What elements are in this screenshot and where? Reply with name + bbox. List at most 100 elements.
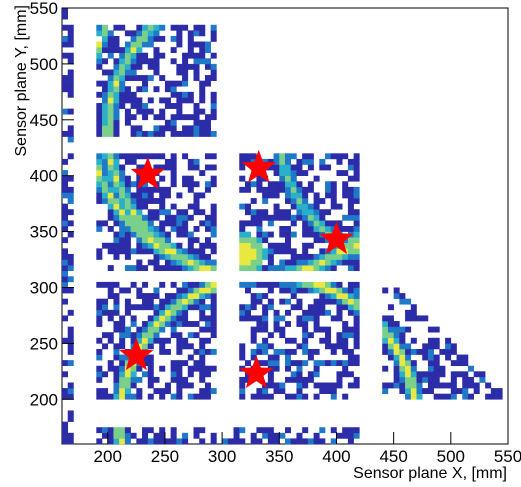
heatmap-cell [124,220,131,227]
heatmap-cell [336,382,343,389]
heatmap-cell [62,360,69,367]
heatmap-cell [405,315,412,322]
heatmap-cell [130,365,137,372]
x-tick-label: 450 [379,447,407,466]
heatmap-cell [382,326,389,333]
heatmap-cell [462,393,469,400]
heatmap-cell [250,337,257,344]
heatmap-cell [307,181,314,188]
heatmap-cell [267,231,274,238]
heatmap-cell [130,158,137,165]
heatmap-cell [273,315,280,322]
heatmap-cell [113,220,120,227]
heatmap-cell [342,332,349,339]
heatmap-cell [164,293,171,299]
heatmap-cell [142,343,149,350]
heatmap-cell [62,80,69,87]
heatmap-cell [153,130,160,137]
heatmap-cell [67,438,74,445]
heatmap-cell [124,158,131,165]
heatmap-cell [256,360,263,367]
heatmap-cell [210,153,217,160]
heatmap-cell [187,371,194,378]
heatmap-cell [147,41,154,48]
heatmap-cell [267,265,274,272]
heatmap-cell [313,192,320,199]
heatmap-cell [290,376,297,383]
heatmap-cell [347,371,354,378]
heatmap-cell [159,226,166,232]
heatmap-cell [336,337,343,344]
heatmap-cell [124,114,131,121]
heatmap-cell [199,343,206,350]
heatmap-cell [119,365,126,372]
heatmap-cell [67,343,74,350]
heatmap-cell [164,97,171,104]
heatmap-cell [182,97,189,104]
heatmap-cell [113,63,120,70]
heatmap-cell [113,35,120,42]
heatmap-cell [210,388,217,394]
heatmap-cell [262,198,269,204]
heatmap-cell [164,103,171,109]
heatmap-cell [353,192,360,199]
heatmap-cell [136,97,143,104]
heatmap-cell [296,198,303,204]
heatmap-cell [159,388,166,394]
heatmap-cell [67,337,74,344]
heatmap-cell [136,209,143,216]
heatmap-cell [250,153,257,160]
heatmap-cell [427,343,434,350]
heatmap-cell [176,192,183,199]
heatmap-cell [467,393,474,400]
heatmap-cell [187,181,194,188]
heatmap-cell [187,125,194,132]
heatmap-cell [399,343,406,350]
heatmap-cell [210,315,217,322]
heatmap-cell [336,293,343,299]
heatmap-cell [62,13,69,20]
heatmap-cell [136,103,143,109]
heatmap-cell [250,438,257,445]
heatmap-cell [136,332,143,339]
heatmap-cell [313,203,320,210]
heatmap-cell [399,332,406,339]
y-tick-label: 250 [30,334,58,353]
heatmap-cell [62,130,69,137]
heatmap-cell [410,376,417,383]
heatmap-cell [302,393,309,400]
heatmap-cell [147,371,154,378]
heatmap-cell [439,371,446,378]
heatmap-cell [302,253,309,260]
heatmap-cell [67,136,74,143]
heatmap-cell [319,388,326,394]
heatmap-cell [176,360,183,367]
heatmap-cell [136,47,143,54]
heatmap-cell [307,220,314,227]
heatmap-cell [159,393,166,400]
heatmap-cell [210,298,217,305]
heatmap-cell [450,376,457,383]
heatmap-cell [124,427,131,434]
heatmap-cell [256,438,263,445]
heatmap-cell [199,326,206,333]
heatmap-cell [302,376,309,383]
heatmap-cell [153,226,160,232]
heatmap-cell [182,304,189,311]
heatmap-cell [290,253,297,260]
heatmap-cell [170,253,177,260]
heatmap-cell [204,315,211,322]
heatmap-cell [193,30,200,37]
heatmap-cell [164,186,171,193]
heatmap-cell [319,265,326,272]
heatmap-cell [387,343,394,350]
heatmap-cell [250,432,257,439]
heatmap-cell [267,214,274,221]
heatmap-cell [244,281,251,288]
heatmap-cell [107,265,114,272]
heatmap-cell [267,332,274,339]
heatmap-cell [325,226,332,232]
heatmap-cell [285,365,292,372]
heatmap-cell [102,47,109,54]
heatmap-cell [62,438,69,445]
